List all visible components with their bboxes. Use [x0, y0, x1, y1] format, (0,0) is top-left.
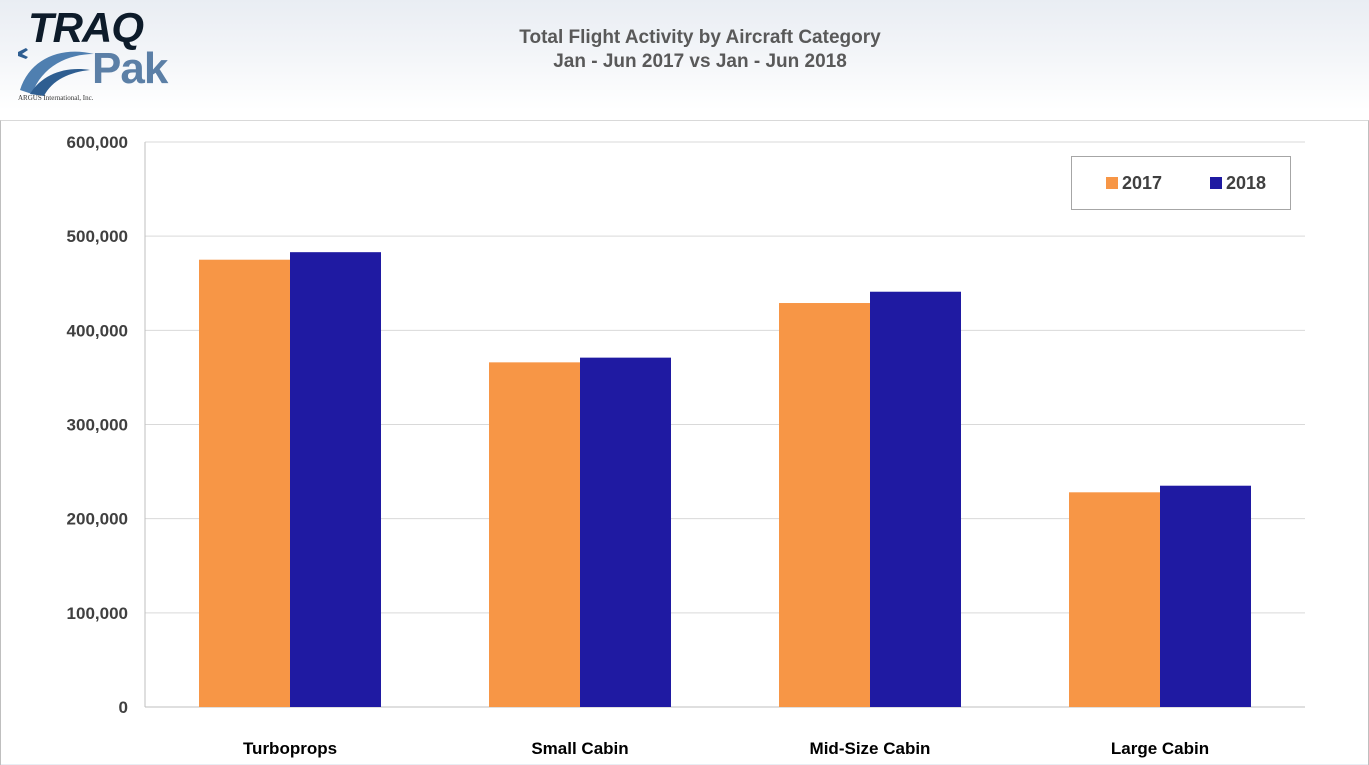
logo-traq-text: TRAQ: [28, 4, 144, 51]
bar-2017-mid-size-cabin: [779, 303, 870, 707]
legend-swatch-2017: [1106, 177, 1118, 189]
legend-item-2018: 2018: [1210, 173, 1266, 194]
x-tick-label: Large Cabin: [1111, 739, 1209, 758]
chart-subtitle: Jan - Jun 2017 vs Jan - Jun 2018: [553, 51, 847, 72]
chart-title-block: Total Flight Activity by Aircraft Catego…: [360, 26, 1040, 74]
y-tick-label: 0: [119, 698, 128, 717]
y-tick-label: 600,000: [67, 133, 128, 152]
logo-company-text: ARGUS International, Inc.: [18, 94, 94, 102]
bar-2018-large-cabin: [1160, 485, 1251, 707]
y-tick-label: 400,000: [67, 321, 128, 340]
logo-pak-text: Pak: [92, 44, 168, 93]
legend-label-2017: 2017: [1122, 173, 1163, 193]
x-tick-label: Mid-Size Cabin: [810, 739, 931, 758]
chart-legend: 2017 2018: [1071, 156, 1291, 210]
y-tick-label: 200,000: [67, 510, 128, 529]
bar-2017-large-cabin: [1069, 492, 1160, 707]
chart-title: Total Flight Activity by Aircraft Catego…: [519, 27, 881, 48]
x-tick-label: Small Cabin: [531, 739, 628, 758]
traqpak-logo: TRAQ Pak ARGUS International, Inc.: [10, 4, 190, 106]
y-tick-label: 500,000: [67, 227, 128, 246]
bar-2017-turboprops: [199, 259, 290, 707]
airplane-swoosh-icon: [18, 48, 94, 96]
bar-2018-small-cabin: [580, 357, 671, 707]
y-tick-label: 100,000: [67, 604, 128, 623]
bar-2017-small-cabin: [489, 362, 580, 707]
legend-item-2017: 2017: [1106, 173, 1162, 194]
bar-2018-turboprops: [290, 252, 381, 708]
legend-swatch-2018: [1210, 177, 1222, 189]
x-tick-label: Turboprops: [243, 739, 337, 758]
y-tick-label: 300,000: [67, 416, 128, 435]
bar-2018-mid-size-cabin: [870, 291, 961, 707]
legend-label-2018: 2018: [1226, 173, 1267, 193]
